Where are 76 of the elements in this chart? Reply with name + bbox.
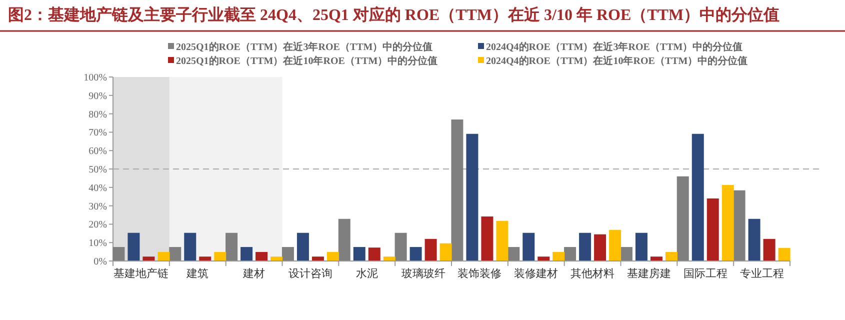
bar <box>410 247 422 261</box>
x-tick-label: 建材 <box>242 267 266 280</box>
bar <box>481 216 494 261</box>
x-tick-label: 建筑 <box>186 267 209 280</box>
bar <box>312 256 324 261</box>
bar <box>169 247 182 261</box>
bar <box>226 232 238 261</box>
x-tick-label: 装饰装修 <box>458 267 502 280</box>
bar <box>394 232 407 261</box>
legend-label: 2025Q1的ROE（TTM）在近10年ROE（TTM）中的分位值 <box>176 55 438 67</box>
bar <box>184 232 196 261</box>
bar <box>256 252 268 261</box>
bar <box>240 247 253 261</box>
y-tick-label: 70% <box>88 128 107 139</box>
bar <box>199 256 212 261</box>
x-tick-label: 基建房建 <box>626 267 671 280</box>
bar <box>451 120 464 261</box>
bar <box>594 234 606 261</box>
bar <box>383 256 396 261</box>
y-tick-label: 50% <box>88 164 107 176</box>
x-tick-label: 玻璃玻纤 <box>401 267 446 280</box>
bar <box>763 238 776 261</box>
bar <box>564 247 576 261</box>
bar <box>466 134 478 261</box>
bar <box>282 247 294 261</box>
bar <box>158 252 170 261</box>
bar <box>665 252 678 261</box>
bar <box>635 232 648 261</box>
bar <box>338 218 350 261</box>
bar <box>142 256 155 261</box>
y-tick-label: 10% <box>88 238 107 250</box>
bar <box>650 256 662 261</box>
x-tick-label: 其他材料 <box>570 267 615 280</box>
bar <box>440 243 452 261</box>
bar <box>692 134 704 261</box>
y-tick-label: 30% <box>88 201 107 212</box>
bar <box>270 256 283 261</box>
legend-label: 2025Q1的ROE（TTM）在近3年ROE（TTM）中的分位值 <box>176 41 433 53</box>
chart-title: 图2：基建地产链及主要子行业截至 24Q4、25Q1 对应的 ROE（TTM）在近 3/10 年 ROE（TTM）中的分位值 <box>8 5 780 24</box>
bar <box>508 247 520 261</box>
bar <box>706 198 719 261</box>
x-tick-label: 专业工程 <box>740 267 784 280</box>
legend-label: 2024Q4的ROE（TTM）在近10年ROE（TTM）中的分位值 <box>486 55 748 67</box>
bar <box>296 232 309 261</box>
bar <box>128 232 140 261</box>
bar <box>552 252 565 261</box>
bar <box>778 248 790 261</box>
x-tick-label: 装修建材 <box>514 267 558 280</box>
bar <box>538 256 550 261</box>
bar <box>579 232 592 261</box>
bar <box>353 247 366 261</box>
y-tick-label: 100% <box>84 72 107 84</box>
y-tick-label: 90% <box>88 90 107 102</box>
y-tick-label: 60% <box>88 146 107 158</box>
bar <box>609 230 622 261</box>
bar <box>522 232 535 261</box>
x-tick-label: 国际工程 <box>683 268 728 280</box>
bar <box>748 218 760 261</box>
x-tick-label: 基建地产链 <box>114 267 169 280</box>
x-tick-label: 水泥 <box>356 267 378 280</box>
bar <box>214 252 226 261</box>
bar <box>733 190 746 261</box>
y-tick-label: 80% <box>88 109 107 120</box>
bar <box>676 176 689 261</box>
x-tick-label: 设计咨询 <box>288 267 332 280</box>
y-tick-label: 40% <box>88 182 107 194</box>
bar <box>620 247 632 261</box>
bar <box>112 247 125 261</box>
bar <box>424 238 437 261</box>
bar <box>496 220 508 261</box>
bar <box>722 185 734 261</box>
legend-label: 2024Q4的ROE（TTM）在近3年ROE（TTM）中的分位值 <box>486 41 743 53</box>
y-tick-label: 0% <box>94 256 107 268</box>
bar <box>368 248 380 261</box>
bar <box>326 252 339 261</box>
y-tick-label: 20% <box>88 220 107 231</box>
